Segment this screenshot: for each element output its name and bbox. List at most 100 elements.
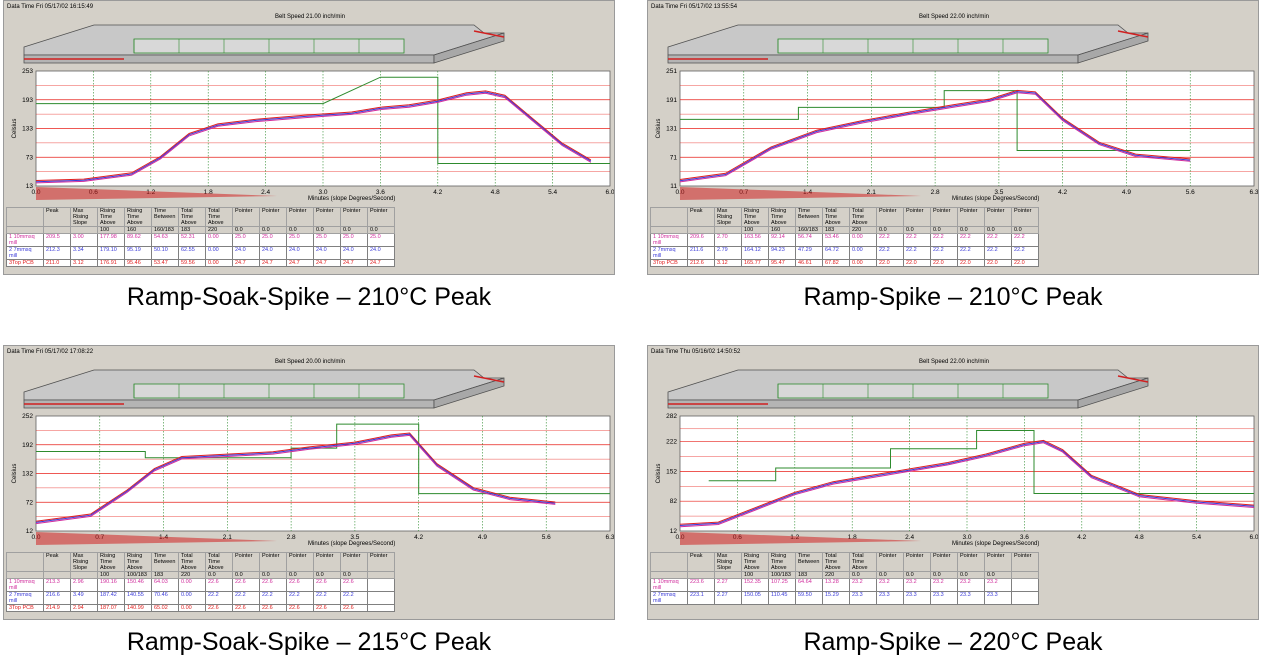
table-cell: 23.2	[849, 578, 877, 592]
x-axis-label: Minutes (slope Degrees/Second)	[952, 196, 1039, 202]
profile-data-table: Peak Max Rising Slope Rising Time Above Ris…	[650, 552, 1039, 605]
table-cell: 24.0	[367, 246, 395, 260]
x-tick-label: 4.2	[433, 189, 442, 196]
x-tick-label: 2.1	[223, 534, 232, 541]
y-tick-label: 71	[670, 154, 678, 161]
x-tick-label: 1.8	[204, 189, 213, 196]
row-probe-label: 1 10mmsq mill	[650, 578, 688, 592]
y-tick-label: 11	[670, 183, 677, 190]
table-header-cell: Pointer	[930, 207, 958, 227]
table-header-cell: Pointer	[286, 552, 314, 572]
table-cell: 190.16	[97, 578, 125, 592]
table-cell: 0.00	[205, 233, 233, 247]
table-header-cell: Total Time Above	[178, 552, 206, 572]
table-subheader-cell	[714, 571, 742, 579]
table-subheader-cell: 0.0	[930, 226, 958, 234]
table-cell: 25.0	[232, 233, 260, 247]
table-cell: 64.03	[151, 578, 179, 592]
table-cell: 52.31	[178, 233, 206, 247]
profile-screenshot: Data Time Thu 05/16/02 14:50:52 Belt Spee…	[647, 345, 1259, 620]
table-cell: 22.6	[340, 604, 368, 612]
table-cell: 212.6	[687, 259, 715, 267]
table-header-row: Peak Max Rising Slope Rising Time Above Ris…	[6, 552, 395, 572]
probe-curve	[35, 90, 592, 181]
table-cell: 64.72	[822, 246, 850, 260]
table-cell: 94.23	[768, 246, 796, 260]
table-cell: 187.07	[97, 604, 125, 612]
x-tick-label: 3.5	[994, 189, 1003, 196]
table-subheader-cell: 100	[97, 226, 125, 234]
table-cell: 25.0	[313, 233, 341, 247]
table-cell: 22.2	[903, 233, 931, 247]
table-header-cell: Max Rising Slope	[714, 207, 742, 227]
table-subheader-cell: 183	[822, 226, 850, 234]
belt-speed-label: Belt Speed 22.00 inch/min	[919, 359, 989, 365]
table-header-cell: Pointer	[259, 552, 287, 572]
table-subheader-cell: 0.0	[876, 571, 904, 579]
table-subheader-cell: 0.0	[903, 226, 931, 234]
table-cell: 177.98	[97, 233, 125, 247]
table-cell: 22.6	[205, 578, 233, 592]
probe-curve	[679, 439, 1255, 525]
table-header-cell: Max Rising Slope	[70, 552, 98, 572]
table-subheader-cell: 220	[849, 226, 877, 234]
y-tick-label: 12	[26, 528, 34, 535]
table-header-cell: Pointer	[984, 552, 1012, 572]
table-header-cell: Pointer	[957, 552, 985, 572]
table-cell: 23.2	[876, 578, 904, 592]
table-cell: 176.91	[97, 259, 125, 267]
table-subheader-cell: 0.0	[232, 571, 260, 579]
table-subheader-cell: 0.0	[984, 571, 1012, 579]
y-tick-label: 191	[666, 97, 677, 104]
y-tick-label: 193	[22, 97, 33, 104]
table-cell: 53.47	[151, 259, 179, 267]
table-header-cell: Max Rising Slope	[714, 552, 742, 572]
probe-curve	[679, 92, 1191, 183]
table-cell: 22.2	[984, 246, 1012, 260]
table-cell: 163.56	[741, 233, 769, 247]
table-cell: 22.2	[340, 591, 368, 605]
table-cell: 24.0	[286, 246, 314, 260]
table-cell: 22.6	[205, 604, 233, 612]
table-subheader-cell: 0.0	[849, 571, 877, 579]
probe-curve	[35, 433, 556, 523]
x-tick-label: 2.8	[931, 189, 940, 196]
table-cell: 22.0	[1011, 259, 1039, 267]
table-cell: 24.7	[367, 259, 395, 267]
row-probe-label: 2 7mmsq mill	[650, 591, 688, 605]
table-header-cell: Peak	[687, 207, 715, 227]
table-cell: 2.79	[714, 246, 742, 260]
x-tick-label: 4.2	[1077, 534, 1086, 541]
table-cell: 24.7	[313, 259, 341, 267]
datetime-label: Data Time Fri 05/17/02 17:08:22	[7, 349, 94, 355]
table-cell: 216.6	[43, 591, 71, 605]
table-header-cell: Rising Time Above	[124, 207, 152, 227]
x-tick-label: 4.8	[1135, 534, 1144, 541]
table-cell: 53.46	[822, 233, 850, 247]
x-tick-label: 5.4	[548, 189, 557, 196]
table-header-cell: Total Time Above	[849, 207, 877, 227]
table-header-cell: Pointer	[340, 552, 368, 572]
table-cell: 2.94	[70, 604, 98, 612]
table-cell: 3.49	[70, 591, 98, 605]
oven-diagram	[667, 369, 1149, 409]
table-cell: 95.19	[124, 246, 152, 260]
table-subheader-cell: 100/183	[768, 571, 796, 579]
x-axis-label: Minutes (slope Degrees/Second)	[308, 196, 395, 202]
table-cell: 165.77	[741, 259, 769, 267]
y-tick-label: 251	[666, 68, 677, 75]
y-tick-label: 12	[670, 528, 678, 535]
profile-screenshot: Data Time Fri 05/17/02 16:15:49 Belt Spee…	[3, 0, 615, 275]
table-cell: 22.2	[957, 246, 985, 260]
table-subheader-cell: 0.0	[1011, 226, 1039, 234]
table-subheader-cell: 0.0	[259, 226, 287, 234]
table-cell: 15.29	[822, 591, 850, 605]
y-axis-label: Celsius	[12, 464, 18, 484]
table-corner	[6, 571, 44, 579]
table-cell: 59.56	[178, 259, 206, 267]
slope-wedge	[36, 532, 278, 545]
row-probe-label: 1 10mmsq mill	[6, 578, 44, 592]
y-tick-label: 252	[22, 413, 33, 420]
oven-side	[1077, 377, 1149, 409]
panel-caption: Ramp-Spike – 210°C Peak	[803, 283, 1103, 311]
